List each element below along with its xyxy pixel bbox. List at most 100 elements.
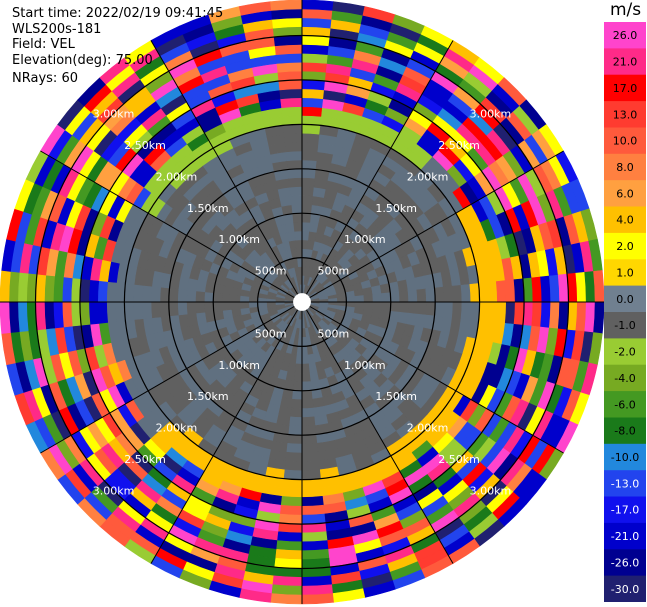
colorbar-bin (604, 259, 646, 287)
colorbar-tick-label: -26.0 (611, 557, 639, 570)
colorbar-bin (604, 74, 646, 102)
velocity-gate-1491 (230, 294, 241, 303)
velocity-gate-959 (301, 328, 307, 338)
velocity-gate-974 (301, 460, 320, 472)
velocity-gate-988 (301, 584, 333, 596)
velocity-gate-15 (301, 150, 319, 162)
velocity-gate-494 (593, 270, 605, 303)
velocity-gate-1497 (177, 288, 188, 303)
velocity-gate-14 (301, 159, 318, 170)
velocity-gate-25 (301, 61, 328, 73)
velocity-gate-517 (504, 301, 516, 325)
velocity-gate-492 (575, 271, 587, 303)
velocity-gate-475 (425, 287, 436, 303)
velocity-gate-967 (301, 398, 314, 409)
velocity-gate-509 (434, 301, 445, 318)
colorbar-bin (604, 443, 646, 471)
range-ring-label: 1.00km (344, 233, 386, 246)
colorbar-tick-label: 2.0 (616, 240, 634, 253)
velocity-gate-1496 (186, 289, 197, 303)
colorbar-bin (604, 232, 646, 260)
velocity-gate-478 (451, 284, 463, 303)
velocity-gate-1004 (286, 434, 303, 445)
range-ring-label: 500m (318, 265, 350, 278)
velocity-gate-1017 (274, 548, 303, 560)
velocity-gate-476 (434, 286, 445, 303)
velocity-gate-1011 (280, 495, 303, 507)
velocity-gate-979 (301, 504, 325, 516)
velocity-gate-30 (301, 17, 333, 29)
colorbar-bin (604, 575, 646, 602)
velocity-gate-472 (398, 290, 409, 303)
colorbar-unit: m/s (610, 0, 642, 20)
colorbar-tick-label: -17.0 (611, 504, 639, 517)
range-ring-label: 2.00km (407, 422, 449, 435)
velocity-gate-1021 (271, 584, 303, 596)
elevation-value: 75.00 (115, 53, 153, 68)
range-ring-label: 2.50km (124, 453, 166, 466)
velocity-gate-968 (301, 407, 315, 418)
velocity-gate-1484 (0, 301, 11, 334)
velocity-gate-501 (363, 301, 374, 310)
velocity-gate-1463 (186, 301, 197, 315)
velocity-gate-493 (584, 271, 596, 303)
range-ring-label: 1.50km (187, 390, 229, 403)
colorbar-bin (604, 180, 646, 208)
velocity-gate-1464 (177, 301, 188, 316)
velocity-gate-516 (495, 301, 507, 324)
colorbar-tick-label: 4.0 (616, 214, 634, 227)
range-ring (79, 79, 525, 525)
velocity-gate-469 (372, 293, 383, 303)
colorbar-bin (604, 127, 646, 155)
velocity-gate-1008 (283, 469, 303, 480)
velocity-gate-1013 (278, 513, 303, 525)
velocity-gate-1977 (271, 17, 303, 29)
velocity-gate-1478 (52, 301, 64, 329)
colorbar-tick-label: -8.0 (614, 425, 635, 438)
velocity-gate-487 (531, 276, 543, 303)
range-ring-label: 1.50km (375, 390, 417, 403)
velocity-gate-963 (301, 363, 310, 374)
station-value: WLS200s-181 (12, 22, 102, 37)
velocity-gate-483 (495, 280, 507, 303)
velocity-gate-1954 (293, 221, 303, 232)
velocity-gate-1001 (289, 407, 303, 418)
colorbar-tick-label: -4.0 (614, 372, 635, 385)
velocity-gate-1505 (106, 281, 117, 303)
velocity-gate-1956 (291, 203, 303, 215)
velocity-gate-1962 (285, 150, 303, 162)
velocity-gate-1503 (124, 283, 135, 303)
velocity-gate-436 (371, 285, 382, 295)
velocity-gate-466 (345, 296, 356, 303)
velocity-gate-1498 (168, 287, 179, 303)
velocity-gate-1461 (203, 301, 215, 313)
range-ring-label: 2.00km (156, 422, 198, 435)
velocity-gate-982 (301, 531, 328, 543)
azimuth-line (150, 40, 299, 295)
velocity-gate-526 (584, 301, 596, 333)
velocity-gate-510 (442, 301, 454, 319)
velocity-gate-21 (301, 97, 324, 109)
velocity-gate-505 (398, 301, 409, 314)
velocity-gate-1507 (88, 279, 100, 303)
velocity-gate-1454 (266, 301, 276, 307)
velocity-gate-468 (363, 294, 374, 303)
station-text: WLS200s-181 (12, 22, 101, 37)
velocity-gate-471 (389, 291, 401, 303)
range-ring-label: 500m (255, 327, 287, 340)
colorbar-tick-label: 17.0 (613, 82, 638, 95)
velocity-gate-998 (292, 381, 303, 392)
velocity-gate-997 (293, 372, 303, 383)
colorbar: 26.0 21.0 17.0 13.0 10.0 8.0 6.0 4.0 2.0 1.0 0.0 -1… (604, 22, 646, 602)
velocity-gate-983 (301, 540, 329, 552)
range-ring-label: 1.00km (218, 233, 260, 246)
velocity-gate-520 (531, 301, 543, 328)
elevation-label: Elevation(deg): (12, 53, 112, 68)
velocity-gate-1969 (279, 88, 303, 100)
velocity-gate-31 (301, 8, 333, 20)
velocity-gate-1494 (203, 291, 215, 303)
colorbar-bin (604, 364, 646, 392)
velocity-gate-1482 (17, 301, 29, 333)
colorbar-bin (604, 496, 646, 524)
velocity-gate-1953 (294, 230, 303, 241)
